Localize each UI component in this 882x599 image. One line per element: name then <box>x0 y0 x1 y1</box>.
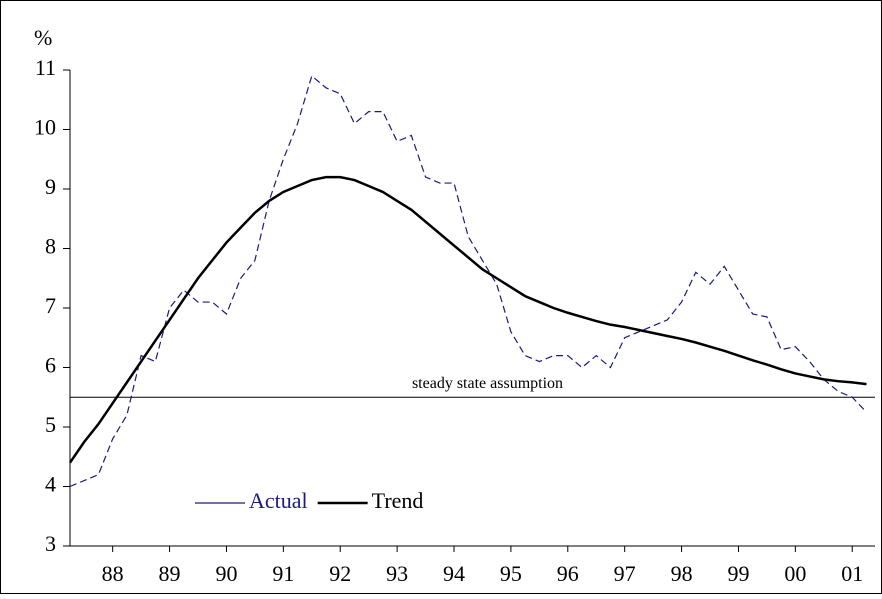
y-tick-label: 7 <box>45 293 56 318</box>
y-tick-label: 4 <box>45 472 56 497</box>
x-tick-label: 93 <box>386 561 408 586</box>
series-line <box>68 175 867 464</box>
x-tick-label: 88 <box>102 561 124 586</box>
x-tick-label: 00 <box>784 561 806 586</box>
x-tick-label: 95 <box>500 561 522 586</box>
y-tick-label: 8 <box>45 234 56 259</box>
y-tick-label: 9 <box>45 174 56 199</box>
y-tick-label: 10 <box>34 115 56 140</box>
y-axis-label: % <box>34 25 52 50</box>
x-tick-label: 90 <box>215 561 237 586</box>
x-tick-label: 99 <box>727 561 749 586</box>
reference-label: steady state assumption <box>412 375 563 392</box>
x-tick-label: 92 <box>329 561 351 586</box>
x-tick-label: 91 <box>272 561 294 586</box>
y-tick-label: 5 <box>45 412 56 437</box>
y-tick-label: 6 <box>45 353 56 378</box>
y-tick-label: 11 <box>35 55 56 80</box>
legend-label: Trend <box>372 488 424 513</box>
x-tick-label: 94 <box>443 561 465 586</box>
y-tick-label: 3 <box>45 531 56 556</box>
x-tick-label: 01 <box>841 561 863 586</box>
x-tick-label: 98 <box>671 561 693 586</box>
series-line <box>69 74 867 488</box>
legend-label: Actual <box>249 488 308 513</box>
x-tick-label: 97 <box>614 561 636 586</box>
x-tick-label: 96 <box>557 561 579 586</box>
x-tick-label: 89 <box>159 561 181 586</box>
